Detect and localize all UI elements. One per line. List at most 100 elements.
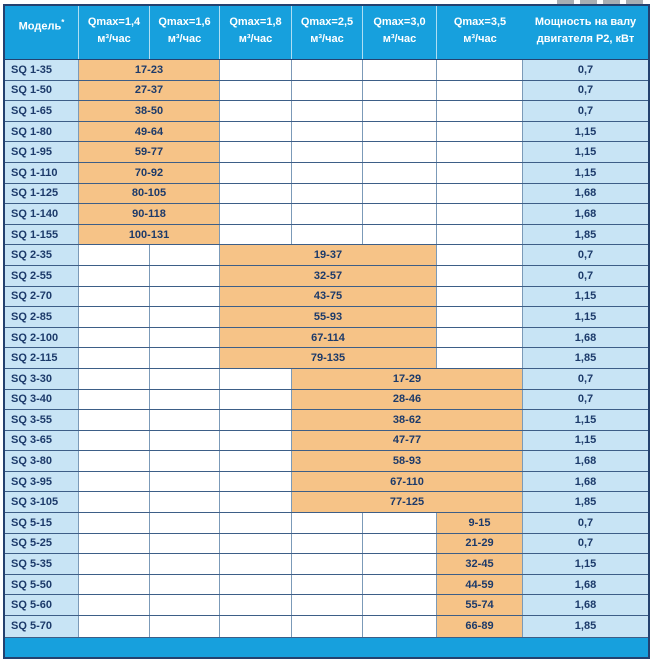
empty-cell [79,410,150,430]
empty-cell [79,533,150,554]
empty-cell [220,121,292,142]
empty-cell [220,451,292,471]
qmax-range-cell: 100-131 [79,224,220,245]
header-qmax-label: Qmax=1,6 [158,16,211,28]
empty-cell [150,286,220,307]
power-p2-cell: 1,15 [523,121,648,142]
qmax-range-cell: 38-50 [79,101,220,121]
power-p2-cell: 1,68 [523,574,648,595]
model-cell: SQ 1-80 [5,121,79,142]
empty-cell [220,224,292,245]
qmax-range-cell: 43-75 [220,286,437,307]
model-cell: SQ 1-110 [5,162,79,183]
empty-cell [363,121,437,142]
table-row: SQ 1-80 49-64 1,15 [5,121,648,143]
empty-cell [220,554,292,574]
power-p2-cell: 0,7 [523,389,648,410]
cropped-image-remnant [557,0,574,4]
empty-cell [150,554,220,574]
empty-cell [150,595,220,616]
qmax-range-cell: 79-135 [220,348,437,368]
empty-cell [150,348,220,368]
empty-cell [150,368,220,389]
power-p2-cell: 1,85 [523,616,648,637]
model-cell: SQ 3-55 [5,410,79,430]
power-p2-cell: 1,68 [523,471,648,492]
header-power-line1: Мощность на валу [534,16,637,28]
empty-cell [150,451,220,471]
model-cell: SQ 1-50 [5,80,79,101]
empty-cell [437,60,523,80]
power-p2-cell: 1,15 [523,286,648,307]
qmax-range-cell: 55-74 [437,595,523,616]
empty-cell [150,327,220,348]
empty-cell [220,533,292,554]
empty-cell [363,80,437,101]
empty-cell [79,389,150,410]
header-qmax-2: Qmax=1,6 м³/час [150,6,220,59]
empty-cell [363,533,437,554]
model-cell: SQ 5-50 [5,574,79,595]
power-p2-cell: 1,15 [523,430,648,451]
qmax-range-cell: 17-23 [79,60,220,80]
table-row: SQ 3-95 67-110 1,68 [5,471,648,493]
header-model-label: Модель [18,20,62,33]
header-qmax-6: Qmax=3,5 м³/час [437,6,523,59]
power-p2-cell: 1,15 [523,142,648,162]
empty-cell [292,121,363,142]
qmax-range-cell: 27-37 [79,80,220,101]
table-row: SQ 2-70 43-75 1,15 [5,286,648,308]
table-row: SQ 1-95 59-77 1,15 [5,142,648,163]
empty-cell [150,245,220,265]
empty-cell [363,616,437,637]
empty-cell [292,60,363,80]
model-cell: SQ 1-125 [5,183,79,204]
table-body: SQ 1-35 17-23 0,7 SQ 1-50 27-37 0,7 SQ 1-65 38-… [5,60,648,637]
qmax-range-cell: 32-45 [437,554,523,574]
empty-cell [437,327,523,348]
table-row: SQ 3-80 58-93 1,68 [5,451,648,472]
qmax-range-cell: 44-59 [437,574,523,595]
header-qmax-label: Qmax=3,0 [373,16,426,28]
qmax-range-cell: 55-93 [220,307,437,327]
table-row: SQ 1-155 100-131 1,85 [5,224,648,246]
empty-cell [220,471,292,492]
empty-cell [220,183,292,204]
empty-cell [220,410,292,430]
table-row: SQ 1-125 80-105 1,68 [5,183,648,205]
qmax-range-cell: 58-93 [292,451,523,471]
power-p2-cell: 1,85 [523,492,648,513]
empty-cell [220,162,292,183]
header-model-footnote-mark: * [61,18,65,27]
model-cell: SQ 3-105 [5,492,79,513]
empty-cell [363,224,437,245]
model-cell: SQ 1-35 [5,60,79,80]
model-cell: SQ 2-35 [5,245,79,265]
table-row: SQ 5-50 44-59 1,68 [5,574,648,596]
qmax-range-cell: 9-15 [437,513,523,533]
empty-cell [437,204,523,224]
empty-cell [292,162,363,183]
empty-cell [292,513,363,533]
empty-cell [292,183,363,204]
empty-cell [437,348,523,368]
empty-cell [79,616,150,637]
power-p2-cell: 1,85 [523,224,648,245]
qmax-range-cell: 67-114 [220,327,437,348]
empty-cell [292,80,363,101]
empty-cell [150,430,220,451]
cropped-image-remnant [603,0,620,4]
power-p2-cell: 0,7 [523,101,648,121]
pump-spec-table: Модель* Qmax=1,4 м³/час Qmax=1,6 м³/час Qmax… [3,4,650,659]
model-cell: SQ 1-155 [5,224,79,245]
qmax-range-cell: 70-92 [79,162,220,183]
qmax-range-cell: 47-77 [292,430,523,451]
table-row: SQ 3-65 47-77 1,15 [5,430,648,452]
empty-cell [220,80,292,101]
empty-cell [437,80,523,101]
model-cell: SQ 5-60 [5,595,79,616]
empty-cell [292,224,363,245]
table-row: SQ 1-50 27-37 0,7 [5,80,648,102]
empty-cell [292,616,363,637]
empty-cell [79,327,150,348]
